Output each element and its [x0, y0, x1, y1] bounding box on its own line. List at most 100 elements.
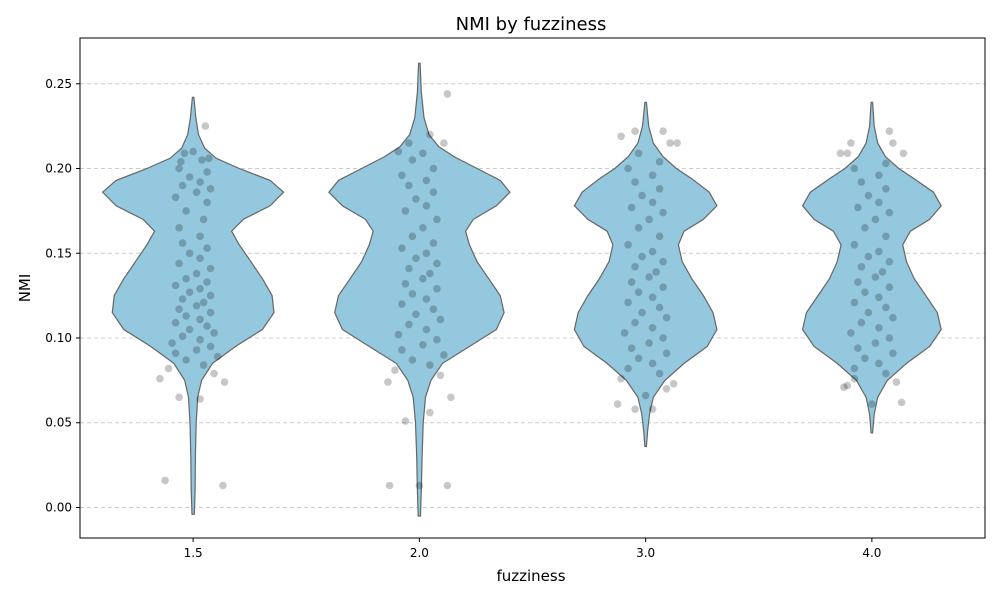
x-axis-label: fuzziness: [496, 567, 565, 585]
data-point: [401, 417, 410, 425]
data-point: [634, 354, 643, 363]
data-point: [648, 171, 657, 180]
data-point: [192, 302, 201, 310]
data-point: [426, 130, 434, 139]
data-point: [631, 263, 639, 271]
data-point: [864, 252, 873, 261]
data-point: [652, 268, 660, 276]
data-point: [631, 318, 639, 327]
data-point: [412, 254, 420, 263]
data-point: [405, 181, 413, 190]
data-point: [182, 274, 190, 283]
violin-2.0: [328, 62, 511, 517]
data-point: [415, 481, 424, 490]
data-point: [210, 329, 218, 337]
data-point: [401, 280, 410, 288]
data-point: [885, 127, 894, 135]
data-point: [384, 378, 392, 386]
data-point: [156, 374, 164, 383]
data-point: [196, 232, 204, 241]
data-point: [854, 344, 862, 353]
data-point: [662, 385, 671, 393]
data-point: [638, 191, 646, 200]
data-point: [875, 293, 883, 302]
data-point: [196, 285, 204, 293]
data-point: [391, 366, 399, 375]
data-point: [175, 224, 183, 232]
data-point: [185, 288, 194, 297]
data-point: [192, 269, 201, 278]
data-point: [882, 159, 890, 168]
data-point: [419, 149, 427, 158]
data-point: [617, 374, 625, 383]
data-point: [429, 305, 438, 314]
data-point: [161, 476, 169, 485]
data-point: [669, 380, 678, 388]
data-point: [171, 193, 180, 202]
x-axis: 1.5 2.0 3.0 4.0: [184, 538, 881, 560]
data-point: [850, 364, 859, 373]
y-axis-label: NMI: [16, 274, 34, 303]
data-point: [185, 173, 194, 181]
y-tick-label: 0.20: [45, 162, 72, 176]
points: [156, 90, 908, 490]
data-point: [645, 339, 653, 347]
data-point: [871, 273, 880, 281]
data-point: [422, 202, 431, 210]
data-point: [422, 295, 431, 303]
data-point: [875, 359, 883, 368]
data-point: [857, 318, 866, 327]
data-point: [854, 278, 862, 286]
data-point: [875, 198, 883, 207]
data-point: [850, 164, 859, 173]
data-point: [426, 269, 434, 278]
data-point: [666, 139, 674, 147]
data-point: [175, 259, 183, 268]
data-point: [426, 361, 434, 369]
data-point: [206, 185, 215, 193]
data-point: [843, 149, 852, 158]
data-point: [836, 149, 845, 158]
data-point: [180, 149, 189, 158]
data-point: [440, 351, 448, 359]
data-point: [426, 408, 434, 417]
data-point: [196, 254, 204, 263]
data-point: [196, 335, 204, 344]
data-point: [655, 369, 664, 378]
data-point: [655, 303, 664, 312]
data-point: [868, 400, 876, 408]
data-point: [405, 139, 413, 147]
data-point: [885, 283, 894, 292]
data-point: [655, 157, 664, 166]
violin-1.5: [101, 96, 285, 515]
data-point: [617, 132, 625, 141]
data-point: [189, 147, 197, 156]
data-point: [405, 320, 413, 329]
data-point: [645, 215, 653, 224]
data-point: [422, 249, 431, 258]
data-point: [408, 156, 417, 164]
data-point: [850, 374, 859, 383]
data-point: [875, 247, 883, 256]
data-point: [203, 244, 211, 252]
data-point: [634, 224, 643, 232]
data-point: [892, 378, 901, 386]
data-point: [433, 215, 441, 224]
data-point: [422, 325, 431, 334]
data-point: [864, 191, 873, 200]
data-point: [631, 127, 639, 135]
data-point: [164, 364, 173, 373]
data-point: [627, 203, 636, 212]
chart-title: NMI by fuzziness: [456, 14, 607, 35]
data-point: [433, 285, 441, 293]
data-point: [206, 264, 215, 273]
data-point: [394, 147, 403, 156]
data-point: [631, 405, 639, 414]
data-point: [882, 369, 890, 378]
data-point: [178, 239, 187, 247]
data-point: [168, 339, 176, 347]
y-tick-label: 0.05: [45, 416, 72, 430]
data-point: [885, 208, 894, 217]
data-point: [885, 334, 894, 342]
data-point: [398, 244, 406, 252]
